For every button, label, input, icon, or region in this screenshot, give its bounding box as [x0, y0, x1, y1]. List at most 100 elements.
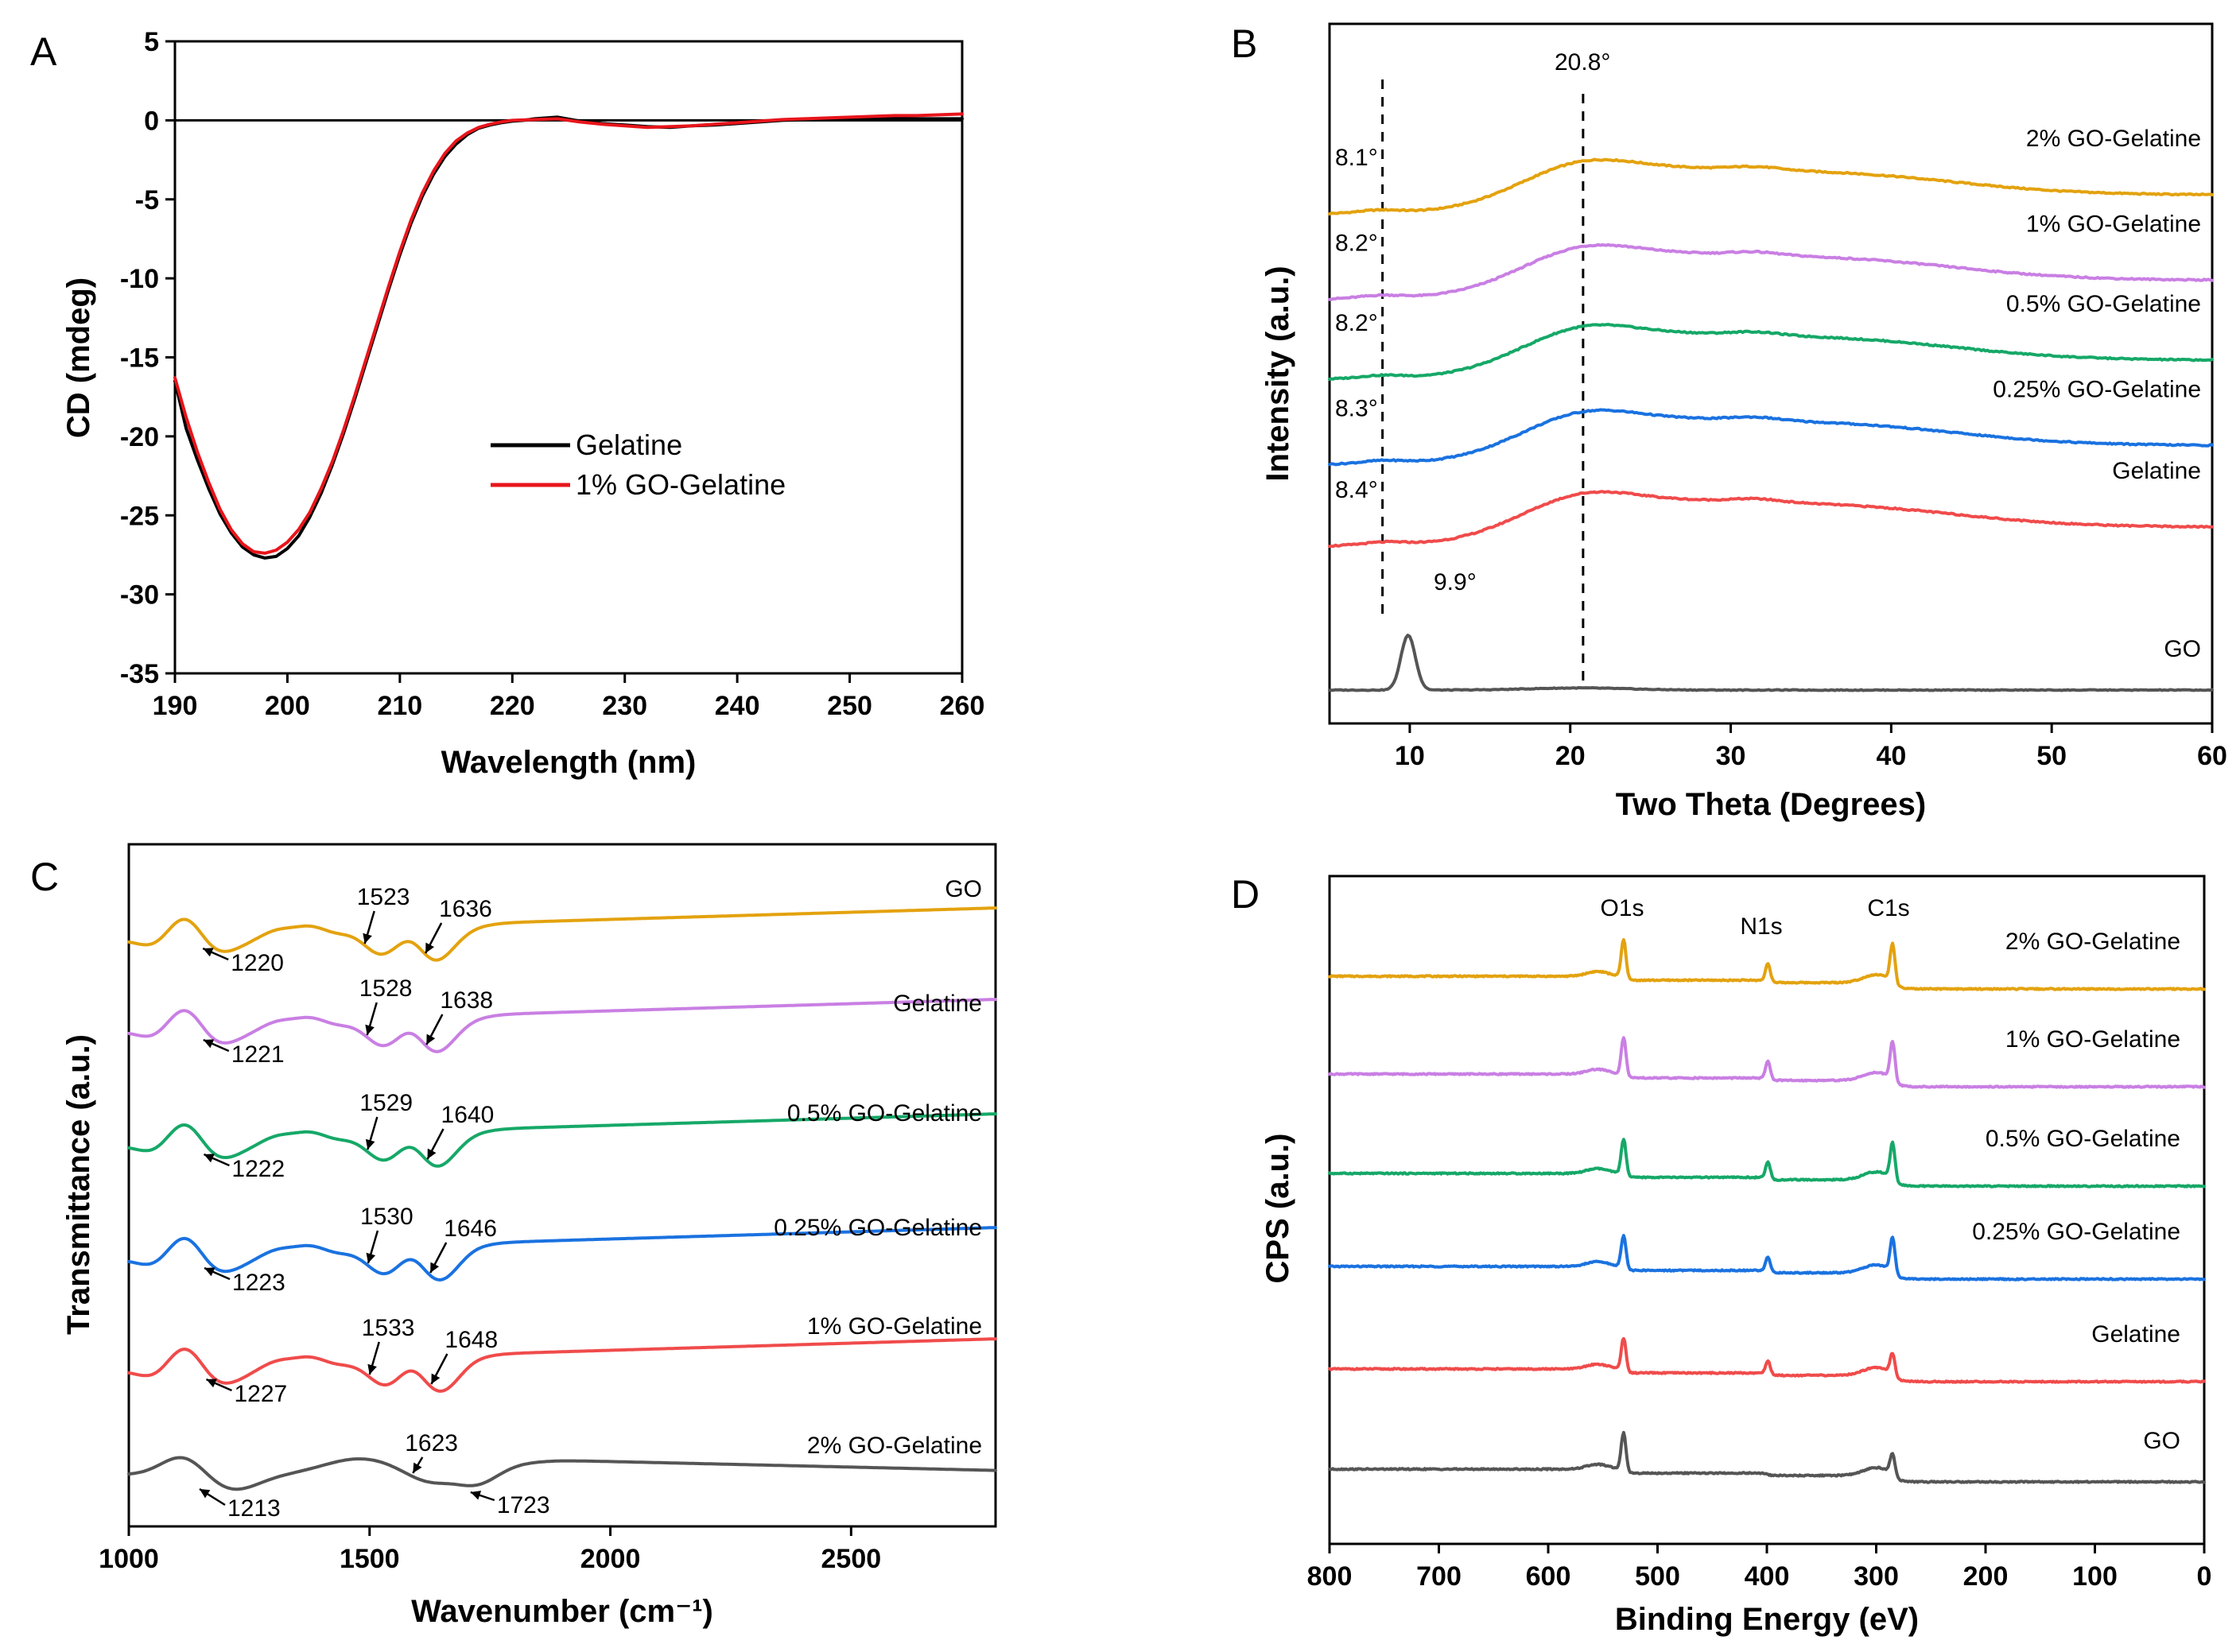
panel-c-series: 2% GO-Gelatine 1220 1523 1636 1% GO-Gelatine… [127, 876, 997, 1522]
low-angle-peak-label: 8.3° [1335, 395, 1378, 421]
series-line-0-25pct-go-gelatine [1328, 1234, 2206, 1282]
panel-b: B 10 20 30 40 50 60 2% GO-Gelatine 8.1° 1% GO-G… [1231, 21, 2227, 822]
y-tick-label: 0 [144, 106, 159, 136]
y-tick-label: 5 [144, 27, 159, 57]
low-angle-peak-label: 8.4° [1335, 477, 1378, 503]
x-tick-label: 200 [265, 691, 310, 721]
peak-label-peak-1: 1213 [227, 1495, 281, 1522]
series-line-gelatine [1328, 1336, 2206, 1384]
x-tick-label: 260 [940, 691, 985, 721]
peak-label-peak-2: 1523 [357, 884, 410, 910]
peak-label-peak-2: 1529 [359, 1090, 413, 1116]
legend-label-1pct-go-gelatine: 1% GO-Gelatine [576, 468, 786, 501]
series-line-1pct-go-gelatine [173, 112, 964, 555]
series-line-0-5pct-go-gelatine [127, 1112, 997, 1168]
panel-a-y-axis-title: CD (mdeg) [61, 277, 96, 438]
panel-a-x-axis-title: Wavelength (nm) [441, 745, 697, 780]
curve-label-0-25pct-go-gelatine: 0.25% GO-Gelatine [774, 1215, 982, 1241]
peak-arrowhead [367, 1363, 377, 1375]
panel-a-legend: Gelatine 1% GO-Gelatine [491, 429, 786, 501]
x-tick-label: 1000 [99, 1544, 159, 1574]
panel-d-n1s-label: N1s [1740, 913, 1782, 940]
x-tick-label: 40 [1876, 741, 1906, 771]
legend-label-gelatine: Gelatine [576, 429, 682, 461]
low-angle-peak-label: 8.2° [1335, 310, 1378, 336]
series-line-1pct-go-gelatine [1328, 242, 2214, 301]
x-tick-label: 500 [1635, 1561, 1680, 1592]
peak-label-peak-1: 1227 [234, 1381, 287, 1407]
peak-arrowhead [431, 1373, 441, 1384]
series-line-2pct-go-gelatine [127, 906, 997, 962]
panel-c-y-axis-title: Transmittance (a.u.) [61, 1034, 96, 1335]
peak-arrowhead [204, 1154, 215, 1163]
panel-a: A 190 200 210 220 230 240 250 260 5 0 -5 -10 -15 -20… [30, 27, 984, 780]
series-line-0-25pct-go-gelatine [127, 1226, 997, 1282]
x-tick-label: 240 [715, 691, 760, 721]
curve-label-2pct-go-gelatine: 2% GO-Gelatine [2005, 929, 2180, 955]
peak-arrowhead [206, 1379, 217, 1388]
curve-label-go: GO [945, 876, 982, 902]
peak-label-peak-1: 1223 [232, 1270, 285, 1296]
curve-label-2pct-go-gelatine: 2% GO-Gelatine [807, 1433, 982, 1459]
curve-label-go: GO [2164, 636, 2201, 662]
panel-a-letter: A [30, 29, 57, 74]
curve-label-2pct-go-gelatine: 2% GO-Gelatine [2026, 126, 2201, 152]
peak-label-peak-1: 1220 [231, 950, 284, 976]
series-line-2pct-go-gelatine [1328, 938, 2206, 991]
curve-label-1pct-go-gelatine: 1% GO-Gelatine [807, 1313, 982, 1340]
panel-d-x-axis-title: Binding Energy (eV) [1615, 1602, 1919, 1637]
y-tick-label: -5 [135, 185, 159, 215]
series-line-0-5pct-go-gelatine [1328, 323, 2214, 381]
panel-a-frame [173, 40, 964, 675]
x-tick-label: 800 [1307, 1561, 1353, 1592]
curve-label-1pct-go-gelatine: 1% GO-Gelatine [2005, 1026, 2180, 1053]
peak-arrowhead [413, 1462, 422, 1473]
curve-label-gelatine: Gelatine [893, 991, 982, 1017]
peak-arrowhead [204, 1267, 215, 1277]
y-tick-label: -15 [120, 343, 159, 374]
panel-d-letter: D [1231, 872, 1260, 917]
panel-b-x-ticks: 10 20 30 40 50 60 [1395, 723, 2227, 771]
panel-a-y-ticks: 5 0 -5 -10 -15 -20 -25 -30 -35 [120, 27, 175, 689]
x-tick-label: 190 [153, 691, 198, 721]
series-line-1pct-go-gelatine [127, 998, 997, 1053]
curve-label-gelatine: Gelatine [2112, 458, 2201, 484]
series-line-gelatine [173, 115, 964, 560]
panel-b-y-axis-title: Intensity (a.u.) [1260, 266, 1295, 481]
x-tick-label: 300 [1854, 1561, 1899, 1592]
y-tick-label: -30 [120, 580, 159, 611]
peak-label-peak-3: 1648 [445, 1327, 498, 1353]
x-tick-label: 60 [2197, 741, 2227, 771]
series-line-go [1328, 1430, 2206, 1484]
panel-c-letter: C [30, 855, 59, 899]
peak-label-peak-3: 1723 [497, 1492, 550, 1518]
x-tick-label: 200 [1963, 1561, 2009, 1592]
peak-label-peak-2: 1530 [360, 1204, 413, 1230]
curve-label-0-25pct-go-gelatine: 0.25% GO-Gelatine [1993, 376, 2201, 402]
peak-arrowhead [426, 1033, 436, 1045]
peak-label-peak-1: 1221 [231, 1041, 285, 1068]
panel-b-peak-9-9-label: 9.9° [1434, 569, 1477, 595]
x-tick-label: 50 [2036, 741, 2067, 771]
panel-b-letter: B [1231, 21, 1257, 66]
y-tick-label: -35 [120, 659, 159, 689]
peak-arrowhead [430, 1262, 440, 1273]
x-tick-label: 0 [2197, 1561, 2212, 1592]
peak-label-peak-3: 1640 [441, 1102, 495, 1128]
curve-label-go: GO [2143, 1428, 2180, 1454]
x-tick-label: 400 [1745, 1561, 1790, 1592]
series-line-gelatine [1328, 490, 2214, 549]
x-tick-label: 220 [490, 691, 535, 721]
y-tick-label: -10 [120, 264, 159, 294]
peak-label-peak-3: 1646 [444, 1216, 497, 1242]
peak-label-peak-1: 1222 [231, 1156, 285, 1182]
peak-label-peak-2: 1533 [362, 1315, 415, 1341]
panel-c-x-axis-title: Wavenumber (cm⁻¹) [411, 1594, 713, 1629]
panel-d-c1s-label: C1s [1867, 895, 1909, 921]
panel-b-reference-lines [1381, 79, 1585, 685]
peak-arrowhead [470, 1491, 482, 1500]
series-line-2pct-go-gelatine [1328, 157, 2214, 216]
series-line-go [1328, 634, 2214, 692]
x-tick-label: 20 [1555, 741, 1586, 771]
x-tick-label: 2500 [821, 1544, 882, 1574]
